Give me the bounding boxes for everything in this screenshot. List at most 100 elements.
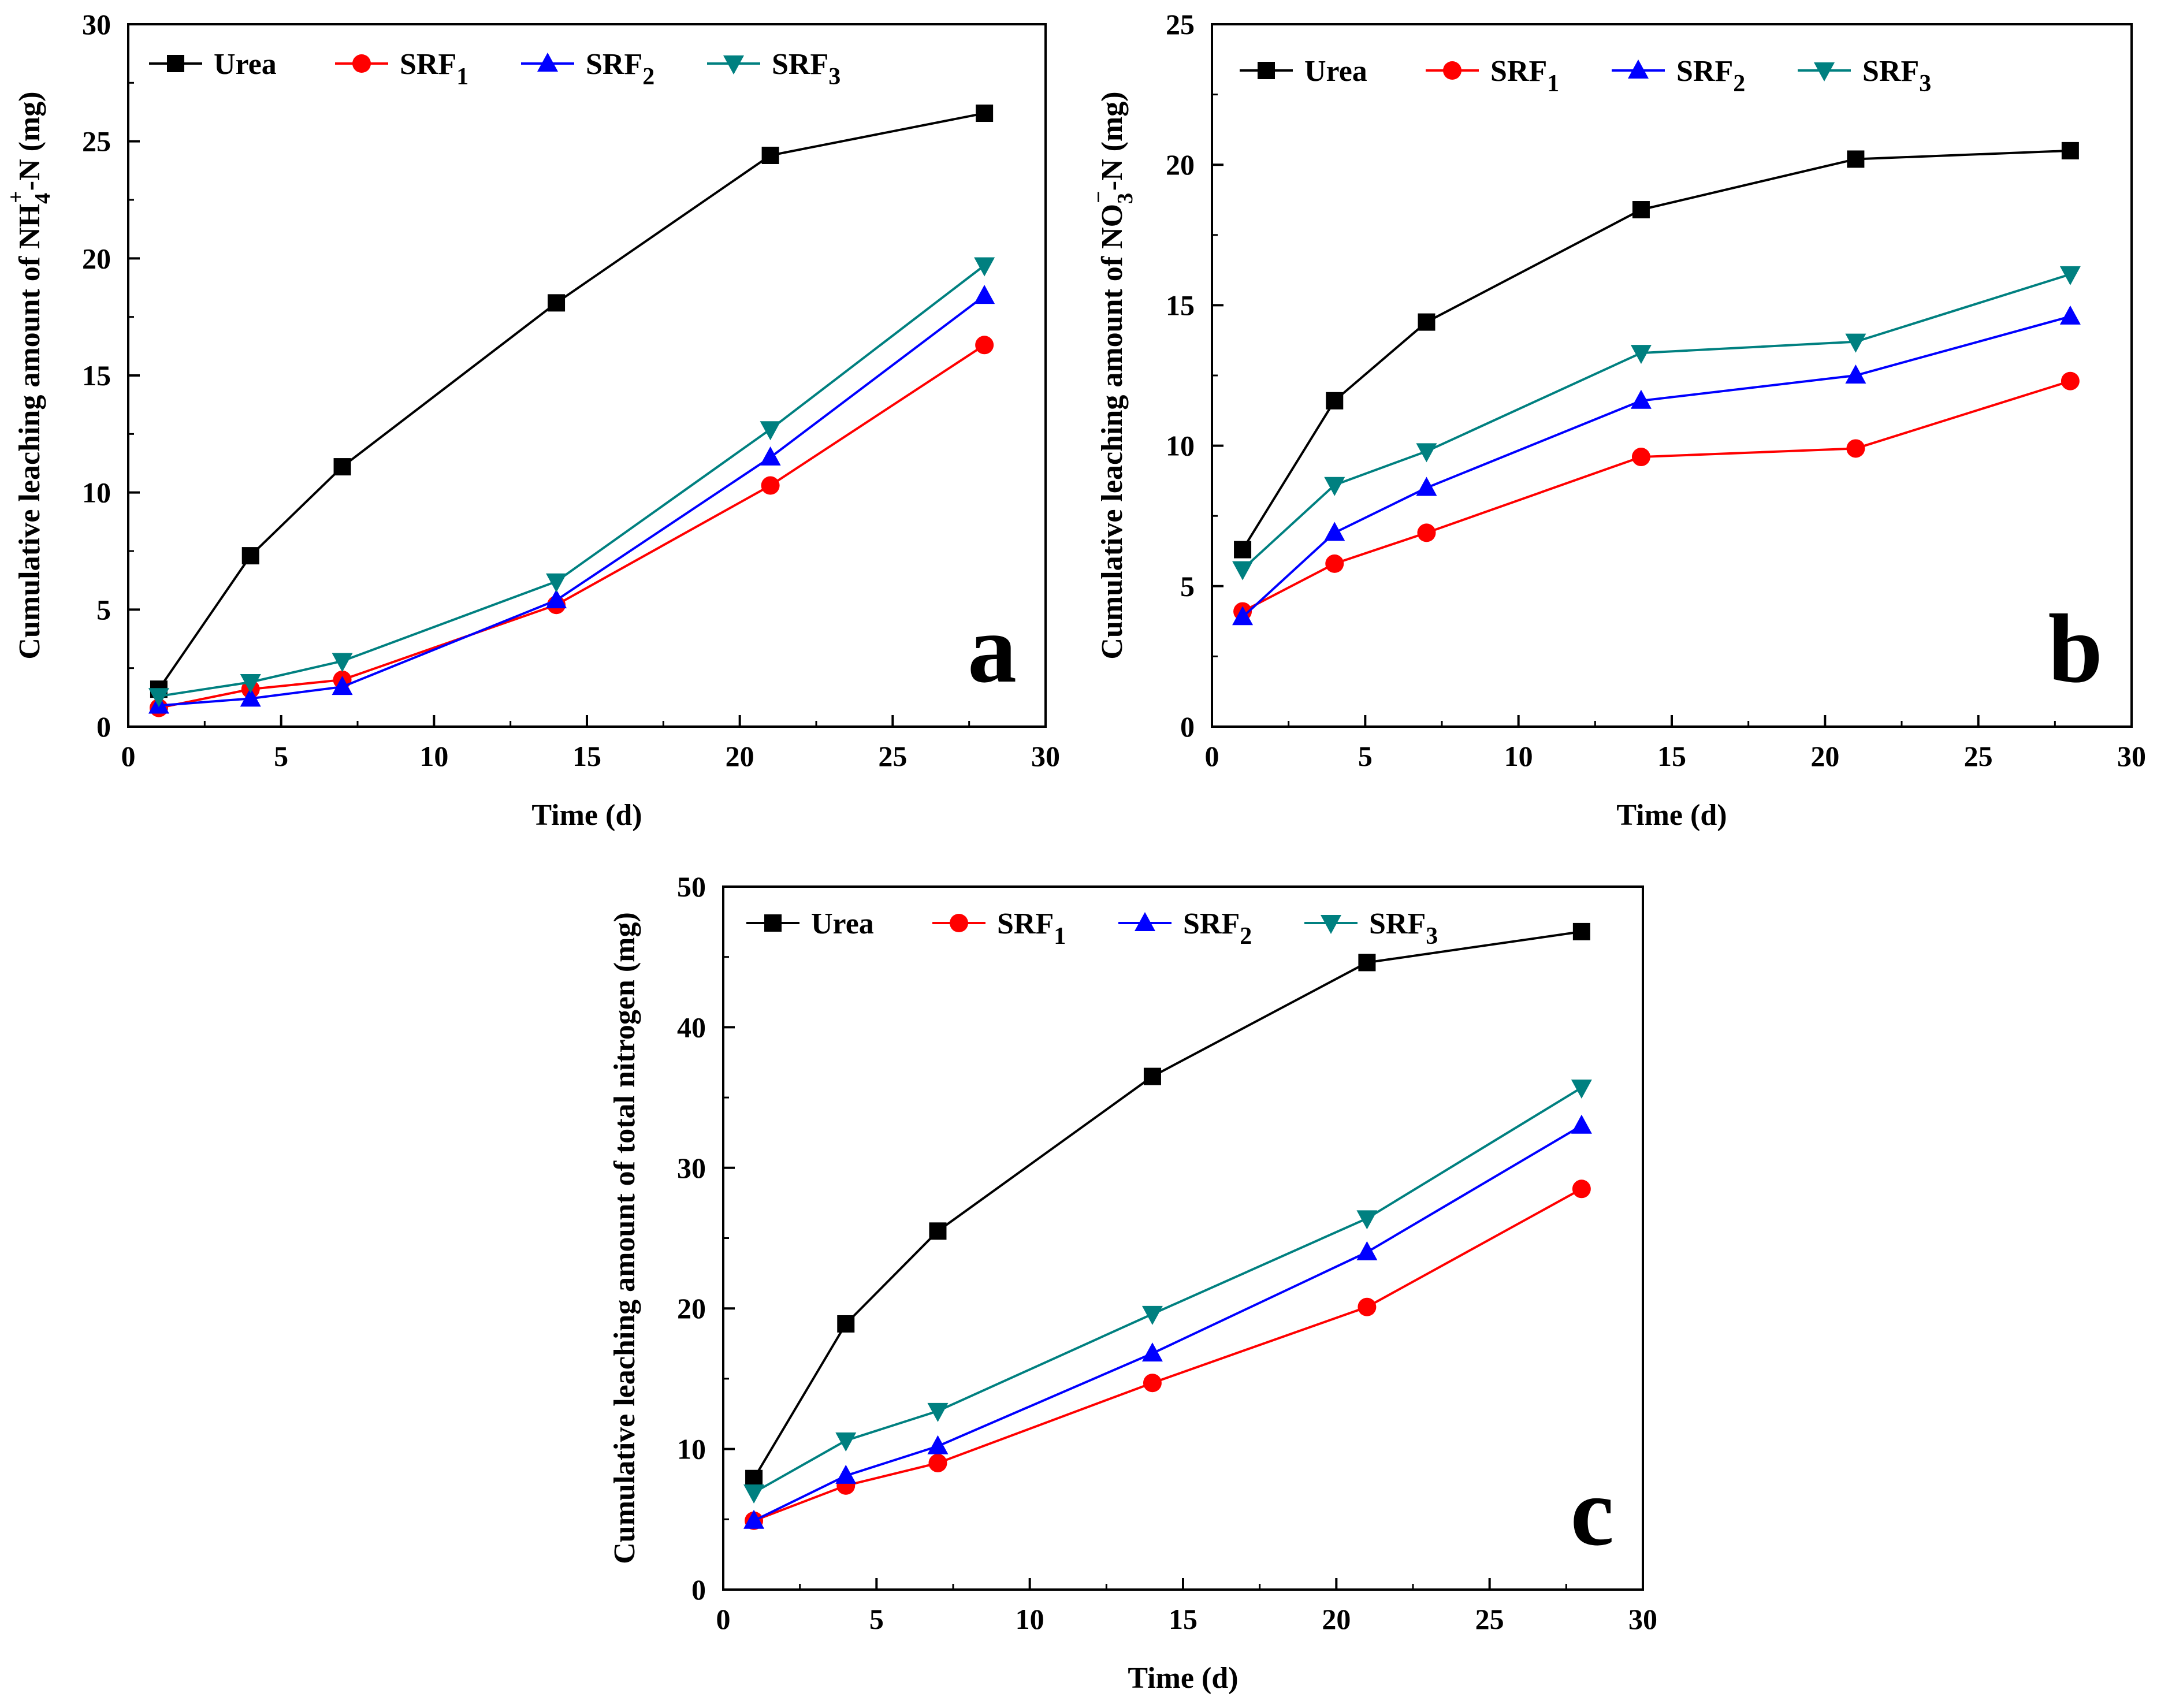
y-tick-label: 15	[1166, 289, 1195, 321]
data-point-srf3	[240, 673, 261, 693]
y-tick-label: 50	[677, 870, 706, 903]
x-tick-label: 0	[1205, 740, 1219, 772]
y-tick-label: 10	[1166, 430, 1195, 462]
data-point-srf3	[760, 421, 781, 441]
series-srf2	[148, 285, 995, 714]
data-point-srf2	[1571, 1114, 1592, 1134]
legend-marker	[1135, 912, 1155, 931]
x-tick-label: 10	[419, 740, 448, 772]
series-line-srf1	[753, 1188, 1582, 1522]
y-axis-title: Cumulative leaching amount of total nitr…	[608, 912, 641, 1564]
series-srf3	[743, 1080, 1592, 1504]
panel-a: 0 5 10 15 20 25 30 0 5 10 15 20 25 30 Time (d) Cumulati…	[4, 8, 1060, 832]
legend-marker	[537, 53, 558, 72]
legend-entry-srf2: SRF2	[521, 48, 654, 90]
x-axis-title: Time (d)	[1616, 799, 1727, 832]
panel-c: 0 5 10 15 20 25 30 0 10 20 30 40 50 Time (d) Cumulativ…	[608, 870, 1657, 1695]
x-tick-label: 5	[869, 1603, 884, 1635]
y-tick-label: 15	[82, 359, 111, 392]
y-axis-title: Cumulative leaching amount of NH4+-N (mg…	[4, 91, 55, 659]
legend-marker	[1321, 915, 1341, 934]
data-point-srf2	[835, 1464, 857, 1484]
data-point-urea	[929, 1222, 947, 1240]
data-point-srf1	[1358, 1297, 1377, 1316]
series-line-srf1	[158, 344, 985, 709]
data-point-srf3	[148, 688, 169, 708]
legend-label: Urea	[1304, 55, 1367, 88]
data-point-srf2	[546, 589, 567, 609]
x-tick-label: 5	[1358, 740, 1373, 772]
legend-label: SRF2	[586, 48, 654, 90]
legend-marker	[723, 55, 744, 75]
data-point-srf2	[1141, 1342, 1163, 1362]
x-tick-label: 30	[2117, 740, 2146, 772]
data-point-srf3	[332, 653, 353, 672]
panel-letter: a	[968, 594, 1017, 703]
legend-marker	[764, 914, 782, 932]
legend-label: SRF2	[1183, 907, 1252, 950]
x-axis-title: Time (d)	[531, 799, 642, 832]
y-tick-label: 20	[82, 242, 111, 274]
data-point-srf1	[1417, 523, 1436, 542]
x-tick-label: 15	[1657, 740, 1686, 772]
legend-marker	[1814, 62, 1835, 81]
x-tick-label: 30	[1031, 740, 1060, 772]
panel-letter: c	[1571, 1457, 1614, 1566]
legend-entry-srf3: SRF3	[707, 48, 841, 90]
x-tick-label: 30	[1628, 1603, 1657, 1635]
data-point-srf2	[1630, 389, 1652, 409]
y-tick-label: 30	[82, 8, 111, 40]
y-tick-label: 10	[677, 1433, 706, 1465]
data-point-srf3	[1232, 561, 1254, 581]
panel-b: 0 5 10 15 20 25 30 0 5 10 15 20 25 Time (d) Cumulative…	[1087, 8, 2146, 832]
data-point-urea	[1234, 541, 1252, 559]
panel-letter: b	[2048, 594, 2103, 703]
data-point-urea	[241, 547, 259, 565]
x-tick-label: 20	[726, 740, 754, 772]
data-point-urea	[333, 458, 351, 476]
legend-entry-urea: Urea	[1240, 55, 1367, 88]
data-point-urea	[745, 1469, 763, 1487]
legend-label: Urea	[811, 907, 874, 940]
x-tick-label: 25	[1475, 1603, 1504, 1635]
series-srf1	[149, 336, 994, 717]
series-urea	[1234, 142, 2079, 559]
series-line-srf2	[158, 295, 985, 707]
legend-label: SRF3	[1862, 55, 1931, 97]
data-point-srf2	[2059, 305, 2081, 325]
legend-entry-srf2: SRF2	[1612, 55, 1745, 97]
series-line-srf3	[1241, 273, 2071, 571]
x-tick-label: 25	[1964, 740, 1993, 772]
legend-entry-srf3: SRF3	[1798, 55, 1931, 97]
legend-entry-srf1: SRF1	[1426, 55, 1559, 97]
series-line-srf2	[1241, 315, 2071, 618]
y-tick-label: 5	[96, 593, 111, 626]
data-point-srf1	[928, 1453, 947, 1472]
x-tick-label: 10	[1504, 740, 1533, 772]
series-srf2	[743, 1114, 1592, 1529]
series-line-srf3	[753, 1086, 1582, 1494]
data-point-urea	[1326, 392, 1344, 410]
data-point-srf2	[332, 676, 353, 695]
x-tick-label: 10	[1016, 1603, 1044, 1635]
legend-label: SRF1	[1490, 55, 1559, 97]
series-urea	[745, 922, 1590, 1487]
legend-entry-srf1: SRF1	[932, 907, 1066, 950]
y-tick-label: 20	[677, 1292, 706, 1324]
data-point-srf1	[761, 476, 780, 495]
legend-marker	[950, 914, 968, 932]
legend-marker	[1443, 61, 1461, 80]
data-point-urea	[1632, 201, 1650, 219]
x-tick-label: 20	[1322, 1603, 1351, 1635]
legend-entry-srf3: SRF3	[1304, 907, 1438, 950]
x-tick-label: 25	[878, 740, 907, 772]
series-srf3	[148, 257, 995, 708]
data-point-urea	[1572, 922, 1590, 940]
data-point-srf3	[2059, 266, 2081, 285]
y-tick-label: 10	[82, 477, 111, 509]
data-point-srf1	[1325, 554, 1344, 573]
data-point-srf2	[927, 1435, 949, 1454]
data-point-urea	[2061, 142, 2079, 159]
plot-frame	[722, 885, 1644, 1591]
